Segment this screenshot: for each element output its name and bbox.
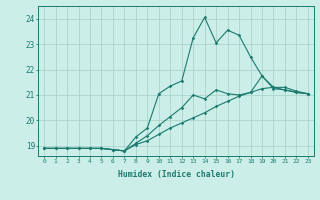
- X-axis label: Humidex (Indice chaleur): Humidex (Indice chaleur): [117, 170, 235, 179]
